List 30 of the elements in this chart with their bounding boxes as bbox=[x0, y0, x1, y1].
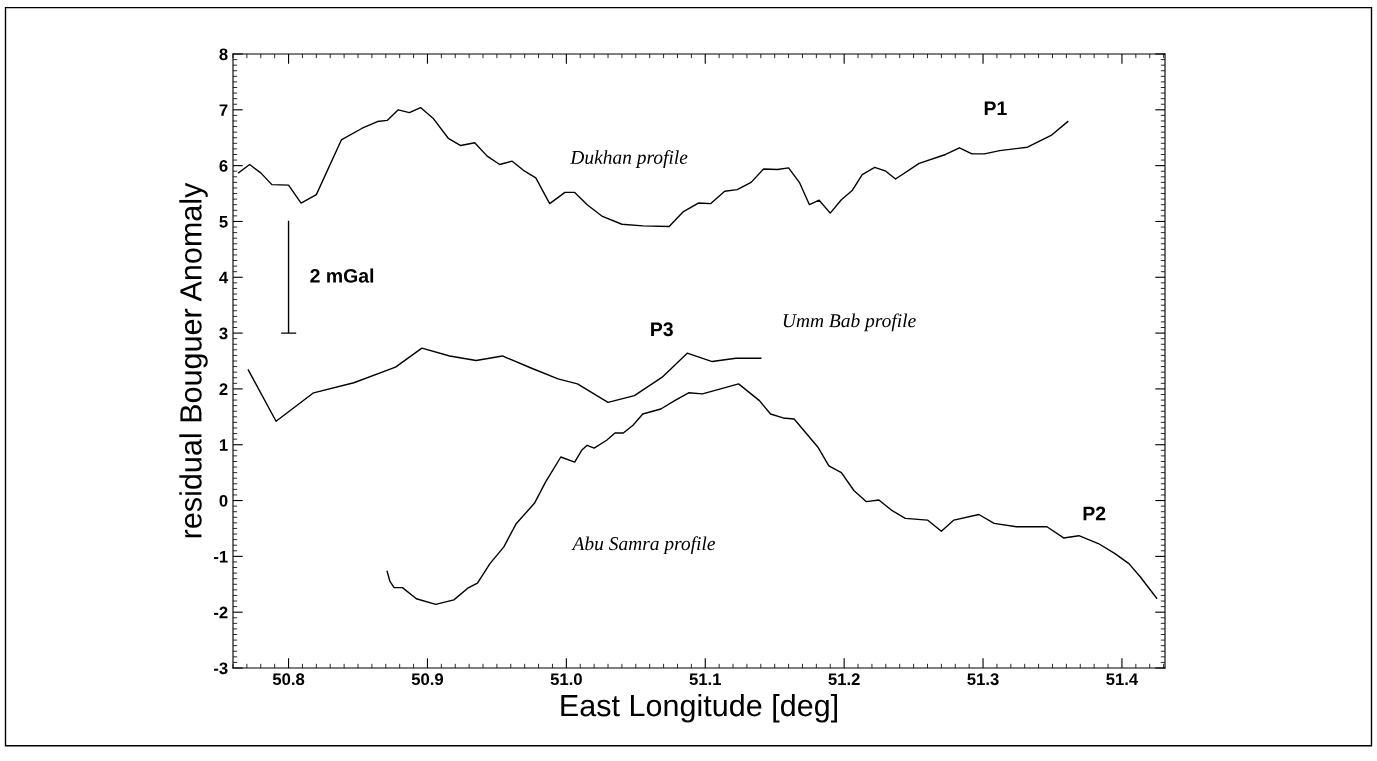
annotation: P3 bbox=[651, 322, 673, 337]
x-tick-label: 51.3 bbox=[967, 673, 999, 686]
x-tick-label: 50.8 bbox=[272, 673, 305, 686]
x-tick-label: 51.4 bbox=[1106, 673, 1139, 686]
y-tick-label: 2 bbox=[219, 383, 228, 395]
y-tick-label: -2 bbox=[213, 606, 228, 619]
annotation: Abu Samra profile bbox=[571, 536, 716, 555]
annotation: 2 mGal bbox=[310, 268, 374, 283]
y-tick-label: 8 bbox=[219, 48, 228, 61]
y-tick-label: 4 bbox=[219, 271, 229, 284]
x-tick-label: 51.0 bbox=[550, 673, 582, 686]
y-tick-label: 6 bbox=[219, 160, 228, 172]
line-series bbox=[386, 383, 1158, 606]
annotation: Dukhan profile bbox=[570, 150, 688, 168]
y-tick-label: 0 bbox=[219, 494, 228, 507]
x-tick-label: 51.2 bbox=[828, 673, 860, 686]
annotation: Umm Bab profile bbox=[783, 313, 916, 332]
y-axis-title: residual Bouguer Anomaly bbox=[179, 182, 208, 538]
line-series bbox=[247, 347, 762, 422]
y-tick-label: 5 bbox=[219, 216, 228, 228]
y-tick-label: 7 bbox=[219, 104, 228, 116]
y-tick-label: 1 bbox=[219, 439, 228, 451]
x-tick-label: 51.1 bbox=[689, 673, 722, 686]
annotation: P2 bbox=[1083, 506, 1106, 521]
annotation: P1 bbox=[984, 101, 1007, 115]
y-tick-label: -3 bbox=[213, 662, 228, 675]
x-tick-label: 50.9 bbox=[411, 673, 444, 686]
y-tick-label: 3 bbox=[219, 327, 228, 340]
y-tick-label: -1 bbox=[213, 550, 228, 563]
x-axis-title: East Longitude [deg] bbox=[561, 693, 837, 723]
